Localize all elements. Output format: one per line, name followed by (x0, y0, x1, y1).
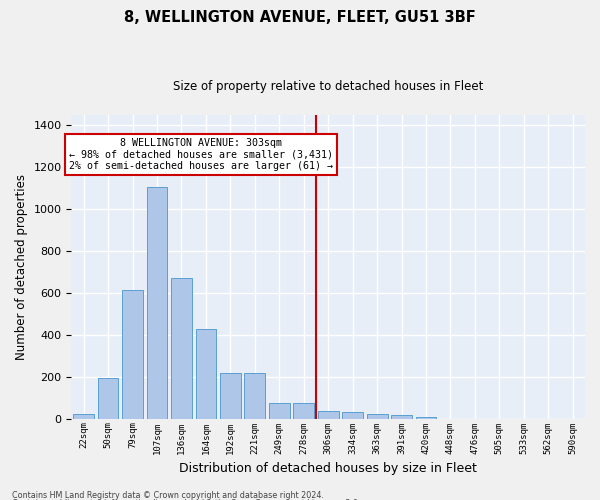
Bar (391, 416, 412, 418)
Y-axis label: Number of detached properties: Number of detached properties (15, 174, 28, 360)
Bar (318, 412, 338, 418)
Bar (244, 372, 265, 418)
Bar (367, 414, 388, 418)
Bar (269, 403, 290, 418)
Text: Contains HM Land Registry data © Crown copyright and database right 2024.: Contains HM Land Registry data © Crown c… (12, 490, 324, 500)
Bar (220, 372, 241, 418)
Bar (416, 416, 436, 418)
Bar (342, 412, 363, 418)
Text: 8 WELLINGTON AVENUE: 303sqm
← 98% of detached houses are smaller (3,431)
2% of s: 8 WELLINGTON AVENUE: 303sqm ← 98% of det… (69, 138, 333, 171)
Text: 8, WELLINGTON AVENUE, FLEET, GU51 3BF: 8, WELLINGTON AVENUE, FLEET, GU51 3BF (124, 10, 476, 25)
Title: Size of property relative to detached houses in Fleet: Size of property relative to detached ho… (173, 80, 484, 93)
Bar (122, 290, 143, 418)
X-axis label: Distribution of detached houses by size in Fleet: Distribution of detached houses by size … (179, 462, 477, 475)
Bar (196, 328, 217, 418)
Bar (171, 278, 192, 418)
Bar (98, 378, 118, 418)
Bar (293, 403, 314, 418)
Bar (73, 414, 94, 418)
Bar (146, 187, 167, 418)
